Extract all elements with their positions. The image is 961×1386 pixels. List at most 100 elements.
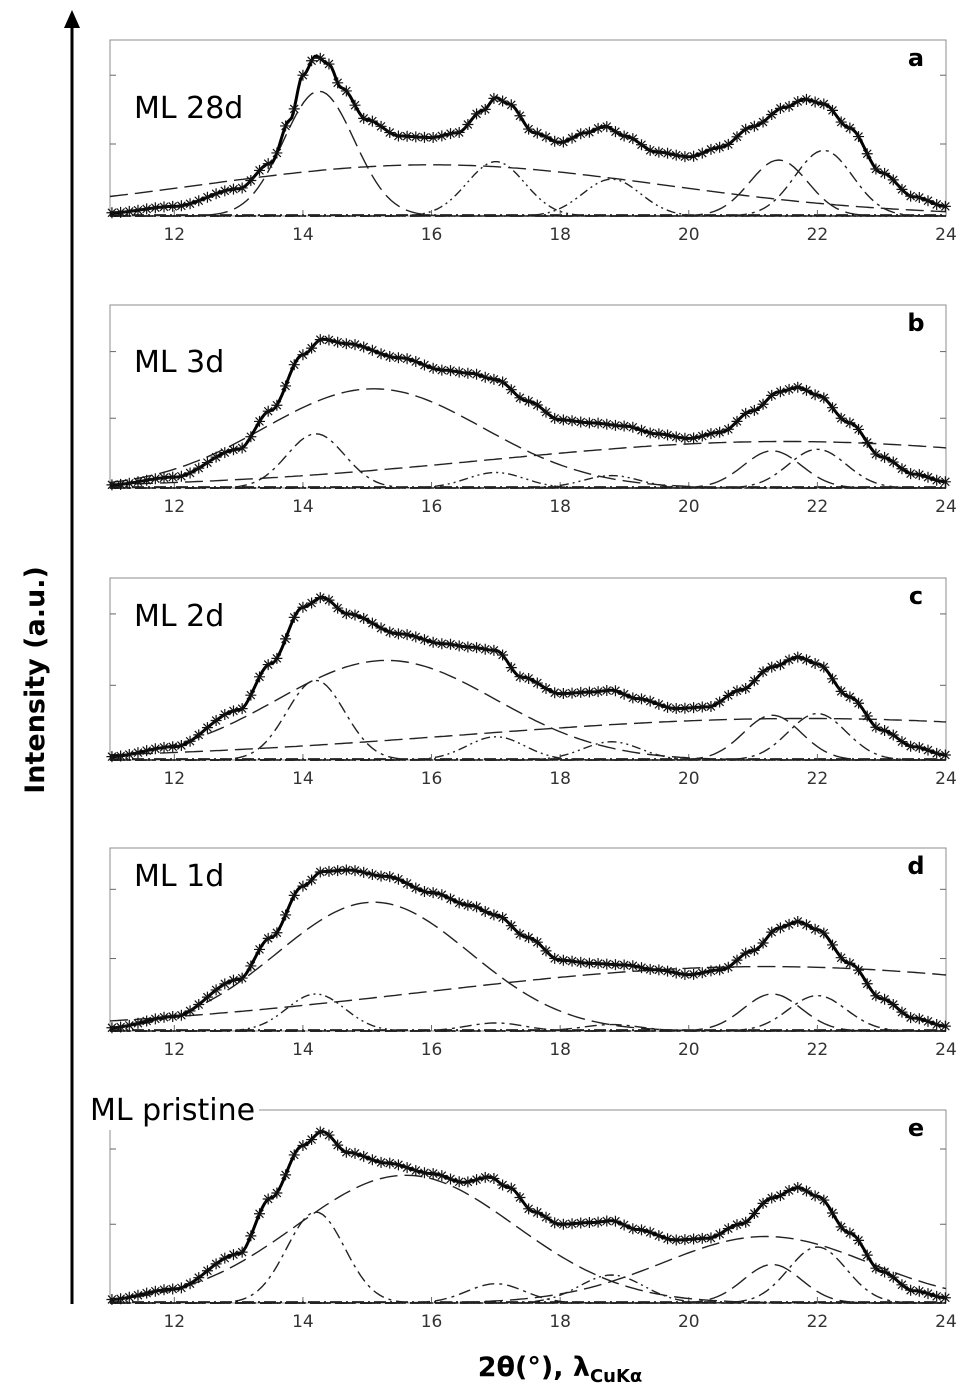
data-point — [332, 602, 344, 614]
data-point — [905, 1284, 917, 1296]
data-point — [861, 436, 873, 448]
data-point — [705, 1232, 717, 1244]
data-point — [366, 868, 378, 880]
data-point — [792, 1182, 804, 1193]
data-point — [549, 135, 561, 147]
data-point — [340, 608, 352, 620]
data-point — [861, 978, 873, 990]
data-point — [358, 341, 370, 353]
fit-component-2 — [110, 1211, 946, 1304]
data-point — [766, 109, 778, 121]
data-point — [861, 710, 873, 722]
data-point — [514, 671, 526, 683]
data-point — [566, 415, 578, 427]
data-point — [462, 367, 474, 379]
data-point — [835, 685, 847, 697]
data-point — [132, 476, 144, 488]
data-point — [887, 1271, 899, 1283]
data-point — [826, 673, 838, 685]
data-point — [722, 961, 734, 973]
x-tick-label: 22 — [807, 497, 829, 517]
panel-letter: a — [908, 44, 924, 72]
data-point — [592, 122, 604, 134]
data-point — [141, 745, 153, 757]
data-point — [601, 121, 613, 133]
data-markers — [106, 52, 951, 219]
panel-e: 12 14 16 18 20 22 24 ML pristine e — [86, 1091, 957, 1332]
data-point — [523, 932, 535, 944]
data-point — [549, 952, 561, 964]
data-point — [488, 644, 500, 656]
data-point — [879, 167, 891, 179]
data-point — [931, 1290, 943, 1302]
data-point — [462, 119, 474, 131]
x-tick-label: 20 — [678, 1040, 700, 1060]
data-point — [757, 116, 769, 128]
data-point — [366, 344, 378, 356]
data-point — [184, 198, 196, 210]
data-point — [340, 864, 352, 876]
data-point — [696, 147, 708, 159]
data-point — [792, 916, 804, 928]
data-point — [436, 1170, 448, 1182]
data-point — [505, 1182, 517, 1194]
data-point — [123, 1291, 135, 1303]
data-point — [514, 1191, 526, 1203]
data-point — [332, 865, 344, 877]
data-markers — [106, 1126, 951, 1305]
data-point — [688, 1233, 700, 1245]
data-point — [705, 143, 717, 155]
data-point — [453, 126, 465, 138]
data-point — [566, 1218, 578, 1230]
data-point — [557, 136, 569, 148]
data-point — [167, 1283, 179, 1295]
panel-letter: b — [907, 309, 924, 337]
data-point — [366, 115, 378, 127]
data-point — [931, 1019, 943, 1031]
data-point — [844, 691, 856, 703]
data-point — [349, 99, 361, 111]
fit-component-1 — [109, 901, 946, 1032]
data-point — [714, 141, 726, 153]
x-axis-title-main: 2θ(°), λ — [478, 1352, 590, 1383]
data-point — [297, 880, 309, 892]
data-point — [167, 1011, 179, 1023]
x-axis-title: 2θ(°), λCuKα — [478, 1352, 643, 1386]
data-point — [679, 702, 691, 714]
data-point — [323, 594, 335, 606]
data-point — [835, 412, 847, 424]
data-point — [271, 399, 283, 411]
data-point — [323, 865, 335, 877]
data-point — [262, 405, 274, 417]
data-point — [514, 110, 526, 122]
data-point — [497, 95, 509, 107]
data-point — [106, 479, 118, 491]
data-point — [141, 474, 153, 486]
data-point — [254, 1208, 266, 1220]
data-point — [392, 628, 404, 640]
data-point — [601, 958, 613, 970]
data-point — [254, 943, 266, 955]
data-point — [314, 866, 326, 878]
data-point — [375, 348, 387, 360]
plot-frame — [109, 577, 947, 761]
data-point — [288, 611, 300, 623]
data-point — [740, 682, 752, 694]
data-point — [575, 1217, 587, 1229]
data-point — [149, 1013, 161, 1025]
data-point — [227, 974, 239, 986]
data-point — [436, 638, 448, 650]
data-point — [288, 359, 300, 371]
data-point — [158, 201, 170, 213]
data-point — [167, 471, 179, 483]
data-point — [644, 144, 656, 156]
data-point — [306, 342, 318, 354]
data-point — [679, 1234, 691, 1246]
x-tick-label: 20 — [678, 497, 700, 517]
data-point — [201, 722, 213, 734]
data-point — [809, 389, 821, 401]
data-point — [688, 968, 700, 980]
fitted-envelope-line — [109, 868, 947, 1030]
data-point — [653, 428, 665, 440]
data-point — [462, 1176, 474, 1188]
